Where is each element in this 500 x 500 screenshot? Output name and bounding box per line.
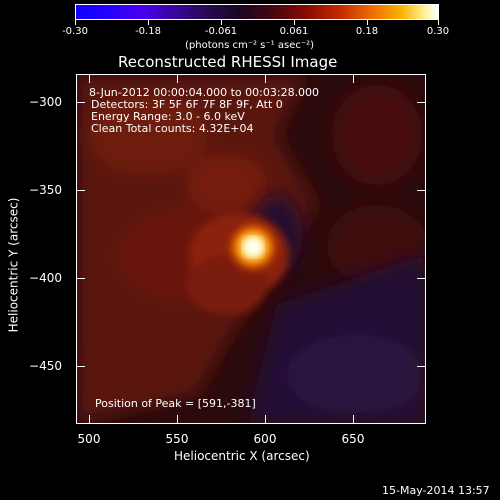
x-tick-label: 550 [165, 432, 189, 446]
colorbar [75, 4, 439, 20]
plot-title: Reconstructed RHESSI Image [118, 53, 338, 71]
colorbar-tick-label: -0.30 [62, 26, 88, 37]
x-tick-label: 600 [253, 432, 277, 446]
x-tick-label: 500 [77, 432, 101, 446]
x-tick-label: 650 [341, 432, 365, 446]
info-line-clean: Clean Total counts: 4.32E+04 [91, 122, 254, 135]
colorbar-unit-label: (photons cm⁻² s⁻¹ asec⁻²) [185, 40, 315, 51]
rhessi-image: 8-Jun-2012 00:00:04.000 to 00:03:28.000 … [76, 74, 426, 424]
colorbar-tick-label: -0.061 [204, 26, 238, 37]
y-tick-label: −400 [29, 271, 62, 285]
colorbar-tick-label: 0.18 [355, 26, 379, 37]
colorbar-tick-label: -0.18 [135, 26, 161, 37]
x-axis-label: Heliocentric X (arcsec) [174, 449, 310, 463]
info-line-detectors: Detectors: 3F 5F 6F 7F 8F 9F, Att 0 [91, 98, 283, 111]
footer-timestamp: 15-May-2014 13:57 [382, 484, 490, 497]
info-line-time: 8-Jun-2012 00:00:04.000 to 00:03:28.000 [89, 86, 320, 99]
info-line-energy: Energy Range: 3.0 - 6.0 keV [91, 110, 245, 123]
y-tick-label: −350 [29, 183, 62, 197]
y-axis-label: Heliocentric Y (arcsec) [6, 197, 21, 333]
y-tick-label: −300 [29, 95, 62, 109]
colorbar-tick-label: 0.061 [279, 26, 309, 37]
y-tick-label: −450 [29, 359, 62, 373]
flux-map [77, 75, 425, 423]
peak-position-label: Position of Peak = [591,-381] [95, 397, 256, 410]
colorbar-tick-label: 0.30 [426, 26, 450, 37]
